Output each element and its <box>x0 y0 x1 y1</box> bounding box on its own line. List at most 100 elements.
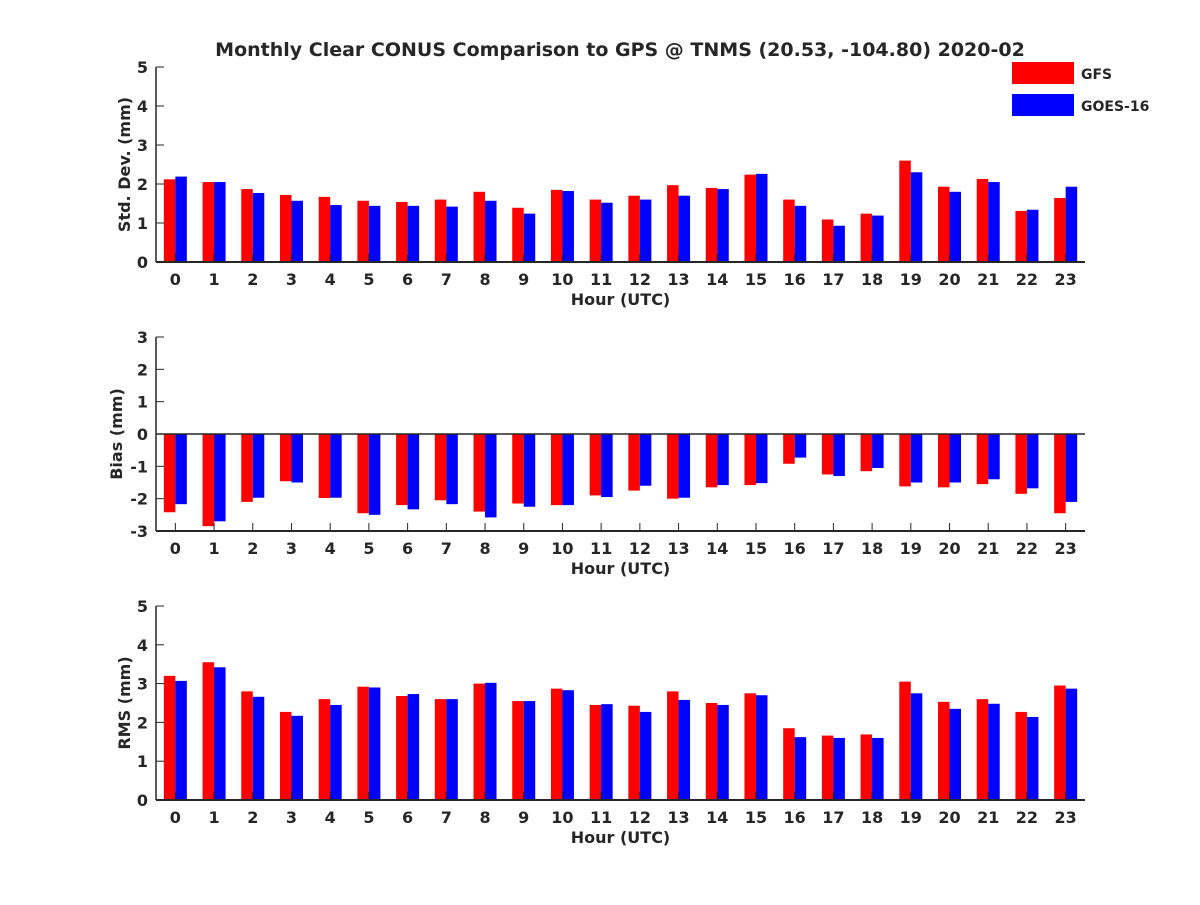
bar-gfs-hour-16 <box>783 434 795 464</box>
bar-gfs-hour-21 <box>976 434 989 485</box>
bar-gfs-hour-4 <box>318 699 331 800</box>
bar-gfs-hour-14 <box>705 187 718 262</box>
x-tick-label: 2 <box>247 808 258 827</box>
y-tick-label: 0 <box>137 425 148 444</box>
x-tick-label: 5 <box>363 270 374 289</box>
y-tick-label: 4 <box>137 636 148 655</box>
bar-goes16-hour-4 <box>330 704 342 800</box>
bar-goes16-hour-1 <box>214 182 226 262</box>
bar-gfs-hour-15 <box>744 693 756 800</box>
bar-gfs-hour-14 <box>705 434 718 488</box>
x-tick-label: 11 <box>590 270 612 289</box>
bar-goes16-hour-16 <box>794 205 807 262</box>
bar-goes16-hour-2 <box>252 696 265 800</box>
bar-gfs-hour-15 <box>744 434 756 486</box>
x-axis-label: Hour (UTC) <box>571 828 671 847</box>
y-tick-label: 5 <box>137 58 148 77</box>
x-tick-label: 13 <box>667 539 689 558</box>
y-tick-label: 2 <box>137 175 148 194</box>
x-tick-label: 17 <box>822 270 844 289</box>
bar-gfs-hour-8 <box>473 683 486 800</box>
bar-gfs-hour-9 <box>512 434 524 504</box>
bar-goes16-hour-9 <box>523 213 536 262</box>
bar-goes16-hour-14 <box>717 704 729 800</box>
bar-goes16-hour-18 <box>872 215 884 262</box>
y-tick-label: 3 <box>137 675 148 694</box>
bar-goes16-hour-21 <box>988 703 1000 800</box>
bar-goes16-hour-0 <box>175 176 187 262</box>
bar-goes16-hour-17 <box>833 737 845 800</box>
x-tick-label: 18 <box>861 808 883 827</box>
bar-goes16-hour-6 <box>407 694 420 800</box>
x-tick-label: 5 <box>363 539 374 558</box>
x-tick-label: 6 <box>402 539 413 558</box>
bar-gfs-hour-0 <box>163 434 176 513</box>
bar-gfs-hour-0 <box>163 675 176 800</box>
x-tick-label: 11 <box>590 539 612 558</box>
x-tick-label: 14 <box>706 270 728 289</box>
bar-goes16-hour-10 <box>562 191 574 262</box>
bar-gfs-hour-2 <box>241 189 253 262</box>
x-tick-label: 1 <box>208 808 219 827</box>
bar-gfs-hour-12 <box>628 434 640 491</box>
x-axis-label: Hour (UTC) <box>571 290 671 309</box>
x-tick-label: 8 <box>479 808 490 827</box>
y-tick-label: 1 <box>137 214 148 233</box>
x-tick-label: 14 <box>706 539 728 558</box>
x-tick-label: 22 <box>1016 270 1038 289</box>
y-tick-label: 4 <box>137 97 148 116</box>
bar-gfs-hour-1 <box>202 662 215 800</box>
x-tick-label: 14 <box>706 808 728 827</box>
x-tick-label: 23 <box>1055 270 1077 289</box>
bar-gfs-hour-14 <box>705 703 718 800</box>
x-tick-label: 7 <box>441 539 452 558</box>
x-tick-label: 13 <box>667 808 689 827</box>
x-tick-label: 15 <box>745 539 767 558</box>
x-tick-label: 7 <box>441 270 452 289</box>
bar-gfs-hour-1 <box>202 182 215 262</box>
bar-goes16-hour-15 <box>755 173 768 262</box>
bar-goes16-hour-5 <box>368 205 381 262</box>
bar-gfs-hour-15 <box>744 174 756 262</box>
y-tick-label: 3 <box>137 328 148 347</box>
x-tick-label: 12 <box>629 270 651 289</box>
bar-gfs-hour-10 <box>550 688 563 800</box>
bar-goes16-hour-20 <box>949 191 962 262</box>
x-tick-label: 21 <box>977 808 999 827</box>
bar-goes16-hour-5 <box>368 434 381 515</box>
bar-goes16-hour-23 <box>1065 186 1078 262</box>
bar-gfs-hour-11 <box>589 704 602 800</box>
bar-gfs-hour-22 <box>1015 434 1027 494</box>
x-tick-label: 6 <box>402 808 413 827</box>
bar-gfs-hour-23 <box>1054 198 1066 262</box>
y-tick-label: -2 <box>130 490 148 509</box>
bar-gfs-hour-9 <box>512 207 524 262</box>
bar-gfs-hour-20 <box>938 186 950 262</box>
x-tick-label: 7 <box>441 808 452 827</box>
bar-gfs-hour-17 <box>821 735 834 800</box>
bar-gfs-hour-3 <box>279 194 292 262</box>
bar-goes16-hour-4 <box>330 205 342 262</box>
x-tick-label: 19 <box>900 270 922 289</box>
x-tick-label: 21 <box>977 270 999 289</box>
bar-goes16-hour-9 <box>523 434 536 507</box>
bar-gfs-hour-18 <box>860 213 873 262</box>
legend-label-goes16: GOES-16 <box>1081 99 1149 115</box>
x-tick-label: 19 <box>900 808 922 827</box>
bar-goes16-hour-13 <box>678 195 691 262</box>
bar-goes16-hour-18 <box>872 737 884 800</box>
bar-gfs-hour-5 <box>357 434 369 514</box>
bar-goes16-hour-17 <box>833 225 845 262</box>
x-tick-label: 10 <box>551 539 573 558</box>
bar-gfs-hour-11 <box>589 434 602 496</box>
bar-goes16-hour-13 <box>678 434 691 498</box>
y-tick-label: 3 <box>137 136 148 155</box>
legend-swatch-goes16 <box>1012 94 1074 116</box>
bar-goes16-hour-3 <box>291 434 303 483</box>
bar-gfs-hour-7 <box>434 699 447 800</box>
bar-goes16-hour-11 <box>601 202 613 262</box>
